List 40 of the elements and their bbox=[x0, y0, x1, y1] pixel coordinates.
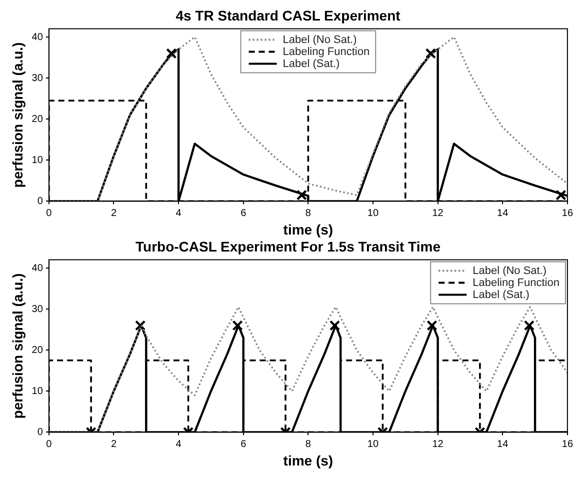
x-tick-label: 2 bbox=[110, 208, 117, 219]
x-tick-label: 16 bbox=[562, 438, 574, 450]
y-tick-label: 40 bbox=[32, 262, 44, 274]
x-tick-label: 12 bbox=[432, 208, 444, 219]
y-axis-title: perfusion signal (a.u.) bbox=[9, 273, 26, 419]
x-tick-label: 8 bbox=[305, 438, 312, 450]
chart-title: Turbo-CASL Experiment For 1.5s Transit Time bbox=[136, 238, 441, 254]
x-tick-label: 8 bbox=[305, 208, 312, 219]
x-axis-title: time (s) bbox=[283, 221, 334, 238]
y-tick-label: 0 bbox=[37, 426, 44, 438]
x-tick-label: 0 bbox=[46, 438, 52, 450]
legend-label: Label (Sat.) bbox=[472, 288, 530, 301]
y-axis-title: perfusion signal (a.u.) bbox=[9, 42, 26, 188]
x-tick-label: 10 bbox=[367, 438, 379, 450]
y-tick-label: 30 bbox=[32, 72, 44, 84]
y-tick-label: 20 bbox=[32, 344, 44, 356]
y-tick-label: 0 bbox=[37, 196, 44, 207]
x-tick-label: 4 bbox=[176, 208, 182, 219]
y-tick-label: 20 bbox=[32, 114, 44, 125]
x-tick-label: 4 bbox=[176, 438, 182, 450]
y-tick-label: 10 bbox=[32, 386, 44, 397]
chart-title: 4s TR Standard CASL Experiment bbox=[176, 7, 401, 24]
x-tick-label: 16 bbox=[562, 208, 574, 219]
x-tick-label: 12 bbox=[432, 438, 444, 450]
legend-label: Labeling Function bbox=[472, 276, 560, 289]
x-tick-label: 2 bbox=[110, 438, 117, 450]
y-tick-label: 40 bbox=[32, 32, 44, 43]
x-tick-label: 6 bbox=[240, 208, 247, 219]
legend-label: Label (No Sat.) bbox=[472, 264, 547, 277]
x-tick-label: 0 bbox=[46, 208, 52, 219]
legend-label: Labeling Function bbox=[282, 46, 370, 58]
legend-label: Label (Sat.) bbox=[282, 58, 340, 70]
y-tick-label: 30 bbox=[32, 304, 44, 315]
x-tick-label: 10 bbox=[367, 208, 379, 219]
x-axis-title: time (s) bbox=[283, 452, 334, 468]
legend-label: Label (No Sat.) bbox=[282, 34, 357, 46]
x-tick-label: 6 bbox=[240, 438, 247, 450]
y-tick-label: 10 bbox=[32, 154, 44, 166]
x-tick-label: 14 bbox=[497, 438, 509, 450]
x-tick-label: 14 bbox=[497, 208, 509, 219]
